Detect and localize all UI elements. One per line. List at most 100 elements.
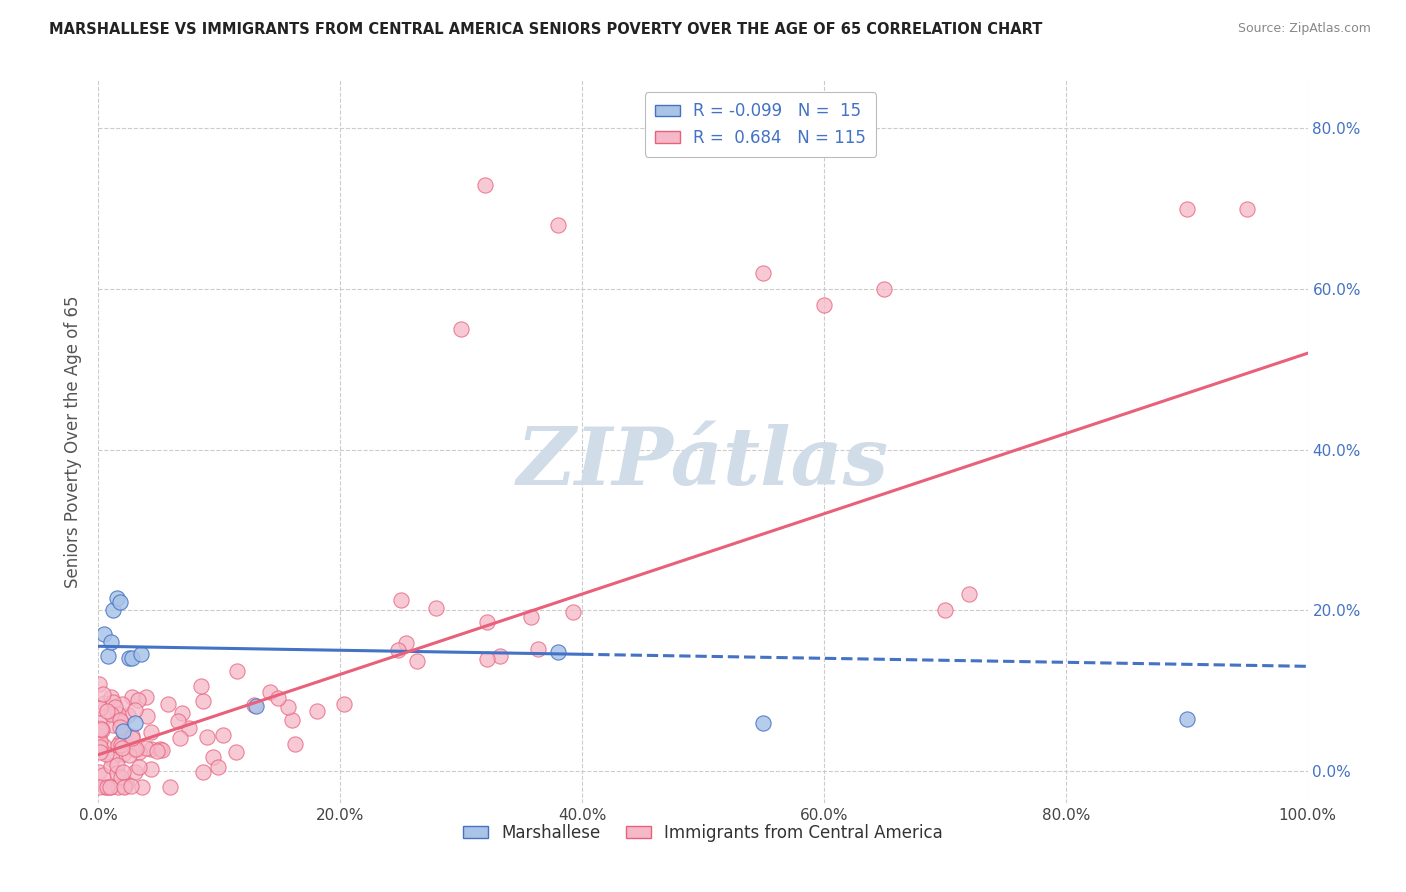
Point [124, 715, 146, 730]
Text: MARSHALLESE VS IMMIGRANTS FROM CENTRAL AMERICA SENIORS POVERTY OVER THE AGE OF 6: MARSHALLESE VS IMMIGRANTS FROM CENTRAL A… [49, 22, 1043, 37]
Text: Source: ZipAtlas.com: Source: ZipAtlas.com [1237, 22, 1371, 36]
Point [101, 718, 124, 732]
Point [90, 722, 112, 736]
Point [547, 645, 569, 659]
Point [108, 734, 131, 748]
Text: ZIPátlas: ZIPátlas [517, 425, 889, 502]
Point [425, 601, 447, 615]
Point [107, 738, 129, 752]
Point [1175, 202, 1198, 216]
Point [122, 742, 145, 756]
Point [242, 698, 264, 712]
Point [136, 709, 159, 723]
Point [526, 642, 548, 657]
Point [91, 768, 114, 782]
Point [450, 322, 472, 336]
Point [128, 745, 150, 759]
Point [156, 697, 179, 711]
Point [474, 178, 496, 192]
Point [93, 709, 115, 723]
Point [129, 648, 152, 662]
Point [475, 652, 498, 666]
Point [127, 692, 149, 706]
Point [110, 770, 132, 784]
Point [135, 741, 157, 756]
Point [115, 775, 138, 789]
Point [90, 723, 112, 737]
Point [146, 743, 169, 757]
Point [89, 780, 111, 794]
Point [179, 722, 201, 736]
Point [475, 615, 498, 630]
Point [100, 635, 122, 649]
Point [226, 664, 249, 678]
Point [89, 733, 111, 747]
Point [141, 763, 163, 777]
Point [87, 764, 110, 779]
Point [394, 636, 416, 650]
Point [112, 765, 135, 780]
Point [131, 780, 153, 794]
Point [128, 760, 150, 774]
Point [105, 766, 128, 780]
Point [124, 702, 146, 716]
Point [124, 742, 146, 756]
Point [118, 747, 141, 762]
Point [124, 764, 146, 779]
Point [114, 779, 136, 793]
Point [89, 677, 111, 691]
Point [873, 282, 896, 296]
Y-axis label: Seniors Poverty Over the Age of 65: Seniors Poverty Over the Age of 65 [65, 295, 83, 588]
Point [97, 648, 120, 663]
Point [96, 704, 118, 718]
Point [114, 726, 136, 740]
Point [284, 737, 307, 751]
Point [1175, 712, 1198, 726]
Point [89, 740, 111, 755]
Point [117, 708, 139, 723]
Point [190, 679, 212, 693]
Point [108, 720, 131, 734]
Point [93, 627, 115, 641]
Point [98, 780, 121, 794]
Point [93, 696, 115, 710]
Point [201, 750, 224, 764]
Point [104, 700, 127, 714]
Point [135, 690, 157, 704]
Point [111, 747, 134, 761]
Point [120, 780, 142, 794]
Point [139, 724, 162, 739]
Point [277, 699, 299, 714]
Point [110, 738, 132, 752]
Legend: Marshallese, Immigrants from Central America: Marshallese, Immigrants from Central Ame… [457, 817, 949, 848]
Point [94, 747, 117, 761]
Point [191, 765, 214, 780]
Point [107, 780, 129, 794]
Point [98, 780, 121, 794]
Point [110, 697, 132, 711]
Point [387, 643, 409, 657]
Point [121, 651, 143, 665]
Point [121, 729, 143, 743]
Point [89, 721, 111, 735]
Point [100, 690, 122, 704]
Point [159, 780, 181, 794]
Point [547, 218, 569, 232]
Point [259, 685, 281, 699]
Point [103, 695, 125, 709]
Point [93, 739, 115, 754]
Point [89, 745, 111, 759]
Point [108, 714, 131, 728]
Point [280, 713, 302, 727]
Point [118, 651, 141, 665]
Point [332, 697, 354, 711]
Point [111, 740, 134, 755]
Point [105, 758, 128, 772]
Point [100, 706, 122, 721]
Point [1236, 202, 1258, 216]
Point [89, 700, 111, 714]
Point [389, 593, 412, 607]
Point [307, 704, 329, 718]
Point [957, 587, 980, 601]
Point [105, 591, 128, 606]
